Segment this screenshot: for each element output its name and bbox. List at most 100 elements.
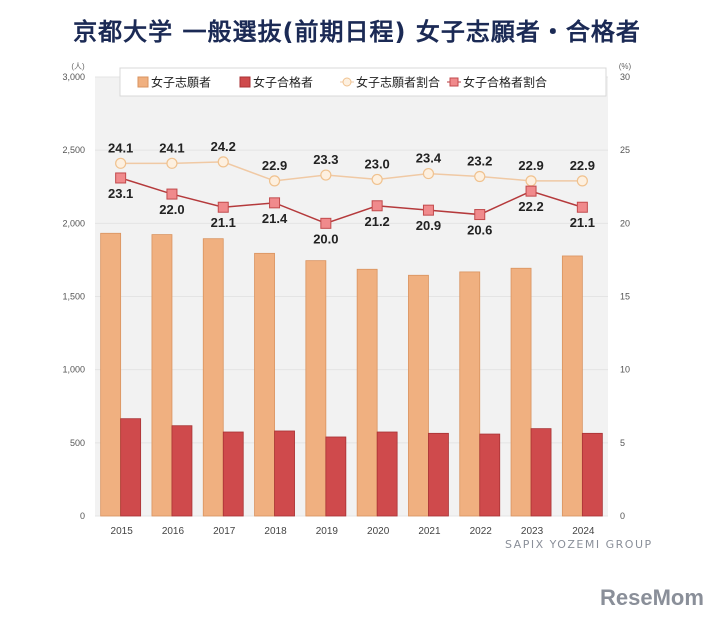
left-tick-label: 1,500 (62, 292, 85, 302)
marker-女子合格者割合-2022 (474, 209, 486, 221)
data-label: 21.2 (364, 214, 389, 229)
data-label: 23.1 (108, 186, 133, 201)
data-label: 22.9 (262, 158, 287, 173)
marker-女子合格者割合-2015 (115, 172, 127, 184)
resemom-logo: ReseMom (600, 585, 704, 610)
right-tick-label: 15 (620, 292, 630, 302)
marker-女子合格者割合-2016 (166, 188, 178, 200)
marker-女子合格者割合-2018 (269, 197, 281, 209)
data-label: 23.2 (467, 154, 492, 169)
data-label: 21.1 (211, 215, 236, 230)
marker-女子合格者割合-2017 (217, 201, 229, 213)
left-tick-label: 2,000 (62, 218, 85, 228)
legend-label: 女子合格者 (253, 75, 313, 90)
bar-女子志願者-2018 (254, 252, 275, 517)
chart-title: 京都大学 一般選抜(前期日程) 女子志願者・合格者 (73, 18, 641, 46)
bar-女子志願者-2016 (151, 234, 173, 517)
left-tick-label: 1,000 (62, 365, 85, 375)
legend-label: 女子志願者 (151, 75, 211, 90)
data-label: 20.0 (313, 231, 338, 246)
bar-女子志願者-2015 (100, 232, 122, 517)
legend-swatch (239, 76, 251, 88)
x-tick-label: 2015 (111, 526, 134, 537)
legend-label: 女子志願者割合 (356, 75, 440, 90)
x-tick-label: 2016 (162, 526, 185, 537)
data-label: 22.2 (518, 199, 543, 214)
bar-女子合格者-2021 (428, 432, 449, 517)
bar-女子合格者-2019 (325, 436, 347, 517)
bar-女子合格者-2020 (376, 431, 398, 517)
right-tick-label: 5 (620, 438, 625, 448)
right-axis-unit: (%) (619, 62, 632, 71)
marker-女子志願者割合-2015 (115, 157, 127, 169)
data-label: 23.0 (364, 156, 389, 171)
data-label: 23.4 (416, 151, 442, 166)
x-tick-label: 2020 (367, 526, 390, 537)
marker-女子合格者割合-2020 (371, 200, 383, 212)
right-tick-label: 30 (620, 72, 630, 82)
marker-女子志願者割合-2018 (268, 175, 281, 187)
data-label: 21.1 (570, 215, 595, 230)
marker-女子志願者割合-2017 (217, 156, 229, 168)
data-label: 21.4 (262, 211, 288, 226)
legend-marker (449, 77, 459, 87)
right-tick-label: 0 (620, 511, 625, 521)
marker-女子合格者割合-2024 (576, 201, 588, 213)
marker-女子合格者割合-2019 (320, 217, 332, 229)
marker-女子志願者割合-2020 (371, 173, 383, 186)
data-label: 24.1 (108, 140, 133, 155)
x-tick-label: 2021 (418, 526, 441, 537)
marker-女子志願者割合-2016 (166, 157, 178, 169)
data-label: 24.2 (211, 139, 236, 154)
left-tick-label: 500 (70, 438, 85, 448)
data-label: 22.0 (159, 202, 184, 217)
x-tick-label: 2018 (264, 526, 287, 537)
data-label: 22.9 (570, 158, 595, 173)
data-label: 20.6 (467, 223, 492, 238)
bar-女子合格者-2015 (120, 418, 142, 517)
x-tick-label: 2019 (316, 526, 339, 537)
bar-女子志願者-2024 (561, 255, 583, 517)
marker-女子志願者割合-2019 (320, 169, 332, 181)
data-label: 22.9 (518, 158, 543, 173)
marker-女子志願者割合-2024 (576, 175, 588, 187)
bar-女子合格者-2024 (581, 432, 603, 517)
marker-女子志願者割合-2021 (422, 167, 435, 180)
marker-女子合格者割合-2021 (422, 204, 434, 216)
bar-女子合格者-2022 (479, 433, 501, 517)
marker-女子志願者割合-2023 (525, 175, 537, 187)
marker-女子志願者割合-2022 (474, 170, 486, 183)
x-tick-label: 2017 (213, 526, 236, 537)
credit-text: SAPIX YOZEMI GROUP (505, 538, 653, 551)
legend-label: 女子合格者割合 (463, 75, 547, 90)
bar-女子志願者-2020 (356, 268, 378, 517)
x-tick-label: 2023 (521, 526, 544, 537)
bar-女子志願者-2019 (305, 260, 327, 517)
bar-女子合格者-2016 (171, 425, 193, 517)
left-tick-label: 3,000 (62, 72, 85, 82)
data-label: 24.1 (159, 140, 184, 155)
right-tick-label: 20 (620, 218, 630, 228)
right-tick-label: 25 (620, 145, 630, 155)
line-女子合格者割合 (120, 177, 583, 225)
data-label: 23.3 (313, 152, 338, 167)
bar-女子合格者-2023 (530, 428, 552, 517)
marker-女子合格者割合-2023 (525, 185, 537, 197)
data-label: 20.9 (416, 218, 441, 233)
x-tick-label: 2024 (572, 526, 595, 537)
legend-marker (342, 77, 352, 87)
bar-女子志願者-2021 (408, 274, 429, 517)
bar-女子志願者-2022 (459, 271, 481, 517)
left-tick-label: 2,500 (62, 145, 85, 155)
bar-女子合格者-2017 (222, 431, 244, 517)
line-女子志願者割合 (120, 161, 583, 182)
left-axis-unit: (人) (71, 62, 85, 71)
left-tick-label: 0 (80, 511, 85, 521)
x-tick-label: 2022 (470, 526, 493, 537)
right-tick-label: 10 (620, 365, 630, 375)
bar-女子志願者-2017 (202, 238, 224, 517)
chart-svg: 0 500 1,000 1,500 2,000 2,500 3,000 0 5 10 15 20 25 3… (62, 62, 632, 537)
legend-box (119, 67, 607, 97)
bar-女子合格者-2018 (274, 430, 295, 517)
